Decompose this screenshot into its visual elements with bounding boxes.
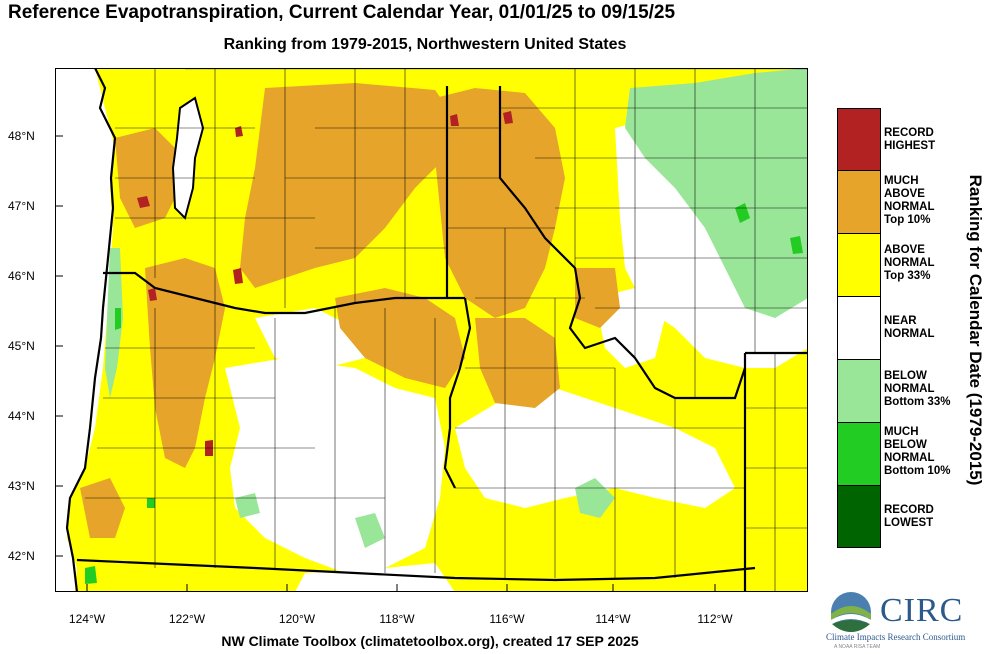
region-much-above-sw-oregon [80,478,125,538]
lat-label: 42°N [8,549,35,563]
lat-label: 47°N [8,199,35,213]
county-lines [85,68,808,592]
circ-logo-icon [831,592,871,632]
ranking-map [55,68,808,592]
map-credit: NW Climate Toolbox (climatetoolbox.org),… [221,633,639,649]
lat-label: 48°N [8,129,35,143]
region-below-normal-coast [105,248,123,398]
region-much-above-oregon-cascades [145,258,225,468]
legend-swatch-below [837,359,881,423]
legend-label-much-above: MUCH ABOVE NORMAL Top 10% [884,175,935,226]
lat-label: 46°N [8,269,35,283]
legend-swatch-record-highest [837,108,881,171]
lon-label: 120°W [278,612,316,626]
legend-label-record-highest: RECORD HIGHEST [884,127,936,152]
state-boundaries [65,68,808,592]
legend-label-above: ABOVE NORMAL Top 33% [884,244,935,282]
legend-swatch-much-above [837,170,881,234]
region-much-above-blue-mtns [335,288,465,388]
lat-label: 44°N [8,409,35,423]
lon-label: 118°W [379,612,415,626]
lon-label: 114°W [595,612,631,626]
region-much-above-idaho-e [575,268,620,328]
legend-title: Ranking for Calendar Date (1979-2015) [966,174,985,486]
region-much-above-idaho-pan [435,88,565,318]
legend-label-record-lowest: RECORD LOWEST [884,504,934,529]
lon-label: 116°W [489,612,525,626]
map-subtitle: Ranking from 1979-2015, Northwestern Uni… [223,36,627,53]
legend-label-much-below: MUCH BELOW NORMAL Bottom 10% [884,426,951,477]
lat-label: 45°N [8,339,35,353]
region-much-above-wa [240,83,455,288]
circ-logo-name: CIRC [880,592,964,629]
lat-label: 43°N [8,479,35,493]
legend-swatch-near [837,296,881,360]
legend-label-near: NEAR NORMAL [884,315,935,340]
legend-label-below: BELOW NORMAL Bottom 33% [884,370,951,408]
circ-logo-tagline: A NOAA RISA TEAM [834,644,881,650]
legend-swatch-record-lowest [837,485,881,548]
region-below-normal-montana [625,68,808,318]
circ-logo-subtitle: Climate Impacts Research Consortium [826,632,966,642]
circ-logo: CIRC Climate Impacts Research Consortium… [826,590,986,650]
legend-swatch-much-below [837,422,881,486]
region-near-normal-idaho [455,388,735,508]
region-near-normal-oregon-e [255,308,365,368]
map-title: Reference Evapotranspiration, Current Ca… [8,2,676,23]
region-much-above-idaho-c [475,318,560,408]
graticule-ticks [55,135,716,592]
map-frame [55,68,808,592]
region-near-normal-nevada [295,563,455,592]
lon-label: 122°W [168,612,206,626]
lon-label: 112°W [697,612,733,626]
legend-swatch-above [837,233,881,297]
lon-label: 124°W [68,612,106,626]
